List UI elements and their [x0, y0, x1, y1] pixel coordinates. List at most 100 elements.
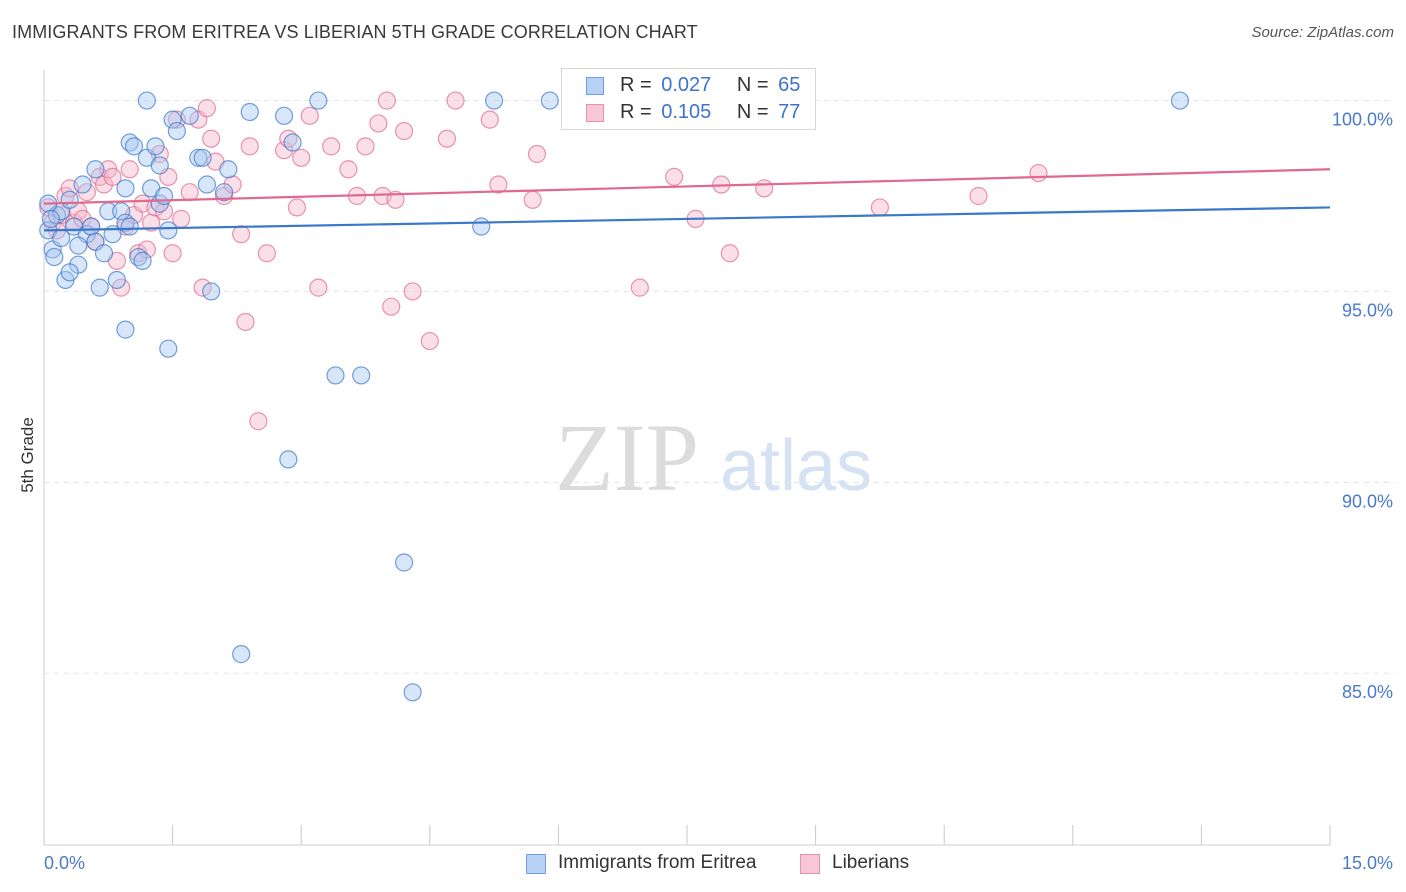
- data-point: [159, 339, 178, 358]
- data-point: [870, 198, 890, 217]
- chart-source: Source: ZipAtlas.com: [1251, 24, 1394, 41]
- data-point: [94, 244, 114, 263]
- data-point: [420, 331, 439, 351]
- data-point: [202, 282, 221, 301]
- watermark-atlas: atlas: [720, 426, 872, 506]
- y-tick-label: 85.0%: [1342, 682, 1393, 702]
- data-point: [1029, 163, 1048, 183]
- data-point: [202, 129, 221, 148]
- legend-r-value: 0.105: [661, 101, 712, 123]
- data-point: [69, 236, 88, 255]
- series-liberians: [39, 91, 1048, 431]
- data-point: [137, 91, 156, 110]
- data-point: [356, 137, 375, 156]
- legend-swatch-eritrea: [586, 77, 604, 95]
- legend-swatch-liberians: [800, 854, 820, 874]
- legend-r-label: R =: [620, 101, 652, 123]
- series-eritrea: [39, 91, 1190, 702]
- data-point: [163, 244, 182, 263]
- data-point: [437, 129, 457, 148]
- data-point: [352, 366, 371, 385]
- data-point: [1170, 91, 1190, 110]
- data-point: [150, 156, 169, 175]
- data-point: [197, 99, 216, 118]
- data-point: [969, 186, 988, 206]
- data-point: [527, 144, 547, 164]
- data-point: [283, 133, 302, 152]
- legend-n-label: N =: [736, 101, 769, 123]
- data-point: [124, 137, 144, 156]
- data-point: [193, 278, 212, 297]
- data-point: [180, 106, 199, 125]
- data-point: [472, 217, 491, 236]
- data-point: [86, 160, 105, 179]
- y-tick-label: 100.0%: [1332, 110, 1393, 130]
- legend-n-value: 65: [778, 74, 801, 96]
- data-point: [540, 91, 559, 110]
- data-point: [214, 183, 234, 202]
- data-point: [45, 247, 64, 267]
- x-tick-label: 15.0%: [1342, 853, 1393, 873]
- legend-n-label: N =: [736, 74, 769, 96]
- legend-label-eritrea: Immigrants from Eritrea: [558, 852, 757, 873]
- data-point: [236, 312, 255, 332]
- data-point: [523, 190, 542, 209]
- trend-line-eritrea: [43, 206, 1331, 232]
- data-point: [292, 148, 311, 167]
- data-point: [257, 244, 277, 263]
- data-point: [73, 175, 92, 194]
- data-point: [377, 91, 397, 110]
- data-point: [232, 645, 251, 664]
- tick-labels: 100.0% 95.0% 90.0% 85.0% 0.0% 15.0%: [44, 110, 1393, 873]
- data-point: [240, 102, 259, 122]
- data-point: [326, 366, 345, 385]
- axes: [43, 70, 1331, 846]
- y-tick-label: 95.0%: [1342, 300, 1393, 320]
- data-point: [107, 270, 126, 290]
- data-point: [240, 137, 259, 156]
- data-point: [394, 121, 414, 141]
- legend-r-label: R =: [620, 74, 652, 96]
- data-point: [116, 320, 135, 339]
- data-point: [403, 282, 422, 301]
- data-point: [82, 217, 101, 236]
- y-tick-label: 90.0%: [1342, 491, 1393, 511]
- data-point: [60, 263, 79, 282]
- data-point: [90, 278, 109, 297]
- data-point: [120, 160, 139, 179]
- data-point: [103, 167, 122, 186]
- correlation-legend: R = 0.027 N = 65 R = 0.105 N = 77: [561, 68, 816, 130]
- data-point: [232, 225, 251, 244]
- data-point: [755, 179, 774, 198]
- data-point: [287, 198, 307, 217]
- legend-r-value: 0.027: [661, 74, 712, 96]
- data-point: [309, 91, 328, 110]
- data-point: [369, 114, 388, 133]
- data-point: [382, 297, 401, 316]
- data-point: [154, 186, 174, 206]
- x-tick-label: 0.0%: [44, 853, 85, 873]
- data-point: [720, 244, 739, 263]
- data-point: [197, 175, 216, 194]
- chart-title: IMMIGRANTS FROM ERITREA VS LIBERIAN 5TH …: [12, 22, 698, 42]
- data-point: [386, 190, 405, 209]
- data-point: [146, 137, 165, 156]
- data-point: [446, 91, 465, 110]
- watermark: ZIP atlas: [555, 404, 872, 511]
- y-axis-label: 5th Grade: [18, 417, 37, 493]
- data-point: [60, 190, 79, 209]
- data-point: [489, 175, 508, 194]
- data-point: [219, 160, 238, 179]
- data-point: [480, 110, 499, 129]
- data-point: [120, 217, 139, 236]
- data-point: [403, 683, 422, 702]
- data-point: [112, 202, 131, 221]
- data-point: [167, 121, 186, 141]
- data-point: [189, 148, 208, 167]
- data-point: [274, 106, 294, 125]
- data-point: [309, 278, 328, 297]
- data-point: [116, 179, 135, 198]
- data-point: [41, 209, 60, 228]
- legend-label-liberians: Liberians: [832, 852, 910, 873]
- watermark-zip: ZIP: [555, 404, 699, 511]
